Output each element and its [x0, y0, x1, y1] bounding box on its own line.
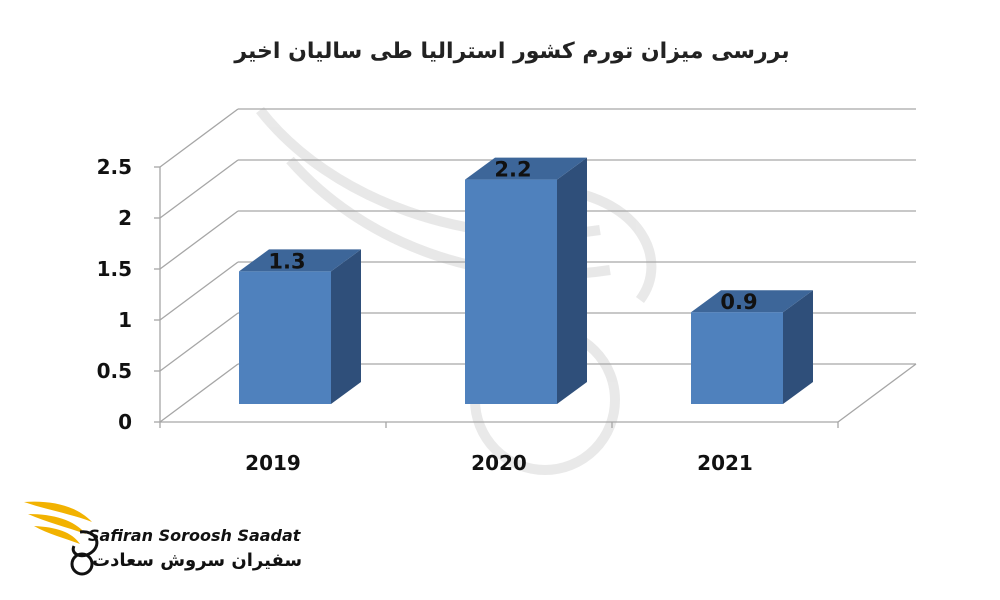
y-tick-label: 1	[118, 308, 132, 332]
data-label: 2.2	[494, 158, 531, 182]
bar-side	[783, 290, 813, 404]
bar-2021	[691, 290, 813, 404]
bar-top	[691, 290, 813, 313]
x-category-label: 2020	[471, 451, 527, 475]
y-tick-labels: 0 0.5 1 1.5 2 2.5	[97, 155, 132, 434]
bar-front	[239, 271, 331, 404]
bars	[239, 157, 813, 404]
data-label: 0.9	[720, 290, 757, 314]
y-tick-label: 2.5	[97, 155, 132, 179]
data-label: 1.3	[268, 249, 305, 273]
bar-top	[239, 249, 361, 272]
y-tick-label: 0.5	[97, 359, 132, 383]
axes	[154, 166, 839, 428]
bar-front	[465, 179, 557, 404]
brand-name-en: Safiran Soroosh Saadat	[88, 526, 301, 545]
bar-side	[557, 157, 587, 404]
gridline-side	[159, 159, 239, 219]
gridline-side	[159, 108, 239, 168]
y-tick-label: 0	[118, 410, 132, 434]
gridline-side	[159, 312, 239, 372]
bar-top	[465, 157, 587, 180]
y-tick-label: 2	[118, 206, 132, 230]
bar-side	[331, 249, 361, 404]
bar-2020	[465, 157, 587, 404]
gridline-side	[159, 210, 239, 270]
data-labels: 1.3 2.2 0.9	[268, 158, 757, 315]
category-labels: 2019 2020 2021	[245, 451, 753, 475]
brand-logo-icon	[24, 501, 99, 576]
x-category-label: 2019	[245, 451, 301, 475]
chart-title: بررسی میزان تورم کشور استرالیا طی سالیان…	[233, 39, 789, 64]
bar-front	[691, 312, 783, 404]
floor-edge	[837, 363, 917, 423]
x-category-label: 2021	[697, 451, 753, 475]
gridline-side	[159, 261, 239, 321]
bar-2019	[239, 249, 361, 404]
y-tick-label: 1.5	[97, 257, 132, 281]
brand-name-fa: سفیران سروش سعادت	[92, 550, 303, 571]
gridline-side	[159, 363, 239, 423]
